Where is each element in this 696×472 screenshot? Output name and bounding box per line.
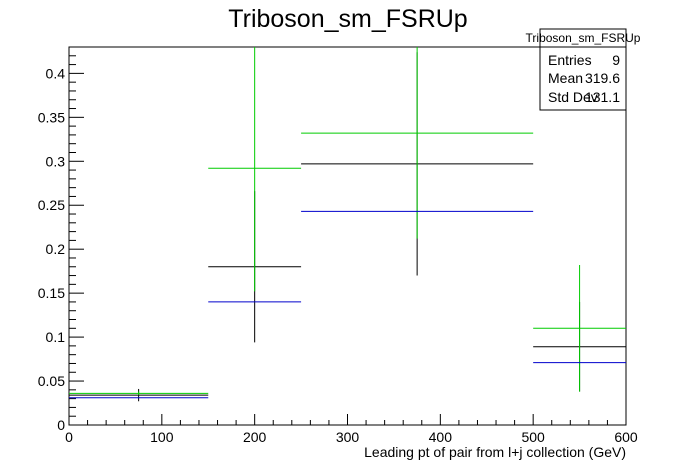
stats-value-mean: 319.6 [585,70,620,86]
x-tick-label: 300 [336,429,360,445]
series-layer [69,47,626,402]
x-tick-label: 200 [243,429,267,445]
stats-value-entries: 9 [612,52,620,68]
stats-box-title: Triboson_sm_FSRUp [526,31,641,45]
y-tick-label: 0.2 [46,241,66,257]
stats-box: Triboson_sm_FSRUp Entries 9 Mean 319.6 S… [526,28,641,111]
x-tick-label: 0 [65,429,73,445]
stats-box-frame [539,28,627,111]
stats-label-entries: Entries [548,52,592,68]
x-axis-title: Leading pt of pair from l+j collection (… [364,444,626,460]
stats-value-stddev: 131.1 [585,89,620,105]
y-tick-label: 0.25 [38,197,65,213]
y-tick-label: 0.4 [46,65,66,81]
stats-label-mean: Mean [548,70,583,86]
x-tick-label: 100 [150,429,174,445]
y-tick-label: 0 [57,417,65,433]
series-1 [69,47,626,396]
x-tick-label: 400 [429,429,453,445]
x-tick-label: 600 [614,429,638,445]
chart-title: Triboson_sm_FSRUp [228,5,467,33]
y-tick-label: 0.05 [38,373,65,389]
y-tick-label: 0.3 [46,153,66,169]
y-axis: 0 0.05 0.1 0.15 0.2 0.25 0.3 0.35 0.4 [38,46,84,433]
y-tick-label: 0.15 [38,285,65,301]
x-axis: 0 100 200 300 400 500 600 [65,414,638,445]
x-tick-label: 500 [521,429,545,445]
stats-label-stddev: Std Dev [548,89,598,105]
series-2 [69,210,626,399]
y-tick-label: 0.35 [38,109,65,125]
y-tick-label: 0.1 [46,329,66,345]
